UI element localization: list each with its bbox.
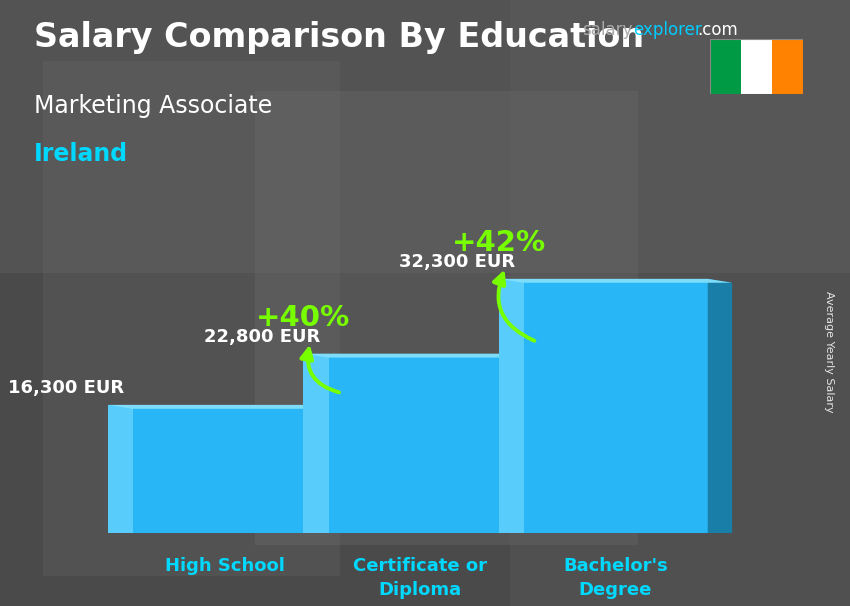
Text: Marketing Associate: Marketing Associate — [34, 94, 272, 118]
Bar — [42, 61, 340, 576]
Polygon shape — [708, 279, 732, 533]
Text: Ireland: Ireland — [34, 142, 128, 167]
Text: Bachelor's
Degree: Bachelor's Degree — [563, 557, 668, 599]
Bar — [303, 354, 329, 533]
Text: 32,300 EUR: 32,300 EUR — [399, 253, 515, 271]
Bar — [499, 279, 708, 533]
Bar — [108, 405, 317, 533]
Bar — [303, 354, 513, 533]
Polygon shape — [499, 279, 732, 283]
Text: +40%: +40% — [257, 304, 350, 332]
Text: salary: salary — [582, 21, 632, 39]
Text: Certificate or
Diploma: Certificate or Diploma — [354, 557, 487, 599]
Text: Average Yearly Salary: Average Yearly Salary — [824, 291, 834, 412]
Text: High School: High School — [165, 557, 285, 575]
Polygon shape — [513, 354, 537, 533]
Text: explorer: explorer — [633, 21, 702, 39]
Bar — [499, 279, 524, 533]
Text: +42%: +42% — [451, 229, 546, 258]
Text: 16,300 EUR: 16,300 EUR — [8, 379, 125, 397]
Bar — [772, 39, 803, 94]
Bar — [108, 405, 133, 533]
Text: .com: .com — [697, 21, 738, 39]
Polygon shape — [303, 354, 537, 358]
Polygon shape — [108, 405, 342, 409]
Bar — [255, 91, 638, 545]
Bar — [741, 39, 772, 94]
Text: Salary Comparison By Education: Salary Comparison By Education — [34, 21, 644, 54]
Bar — [510, 0, 850, 606]
Text: 22,800 EUR: 22,800 EUR — [203, 328, 320, 346]
Bar — [710, 39, 741, 94]
Bar — [0, 0, 850, 273]
Polygon shape — [317, 405, 342, 533]
